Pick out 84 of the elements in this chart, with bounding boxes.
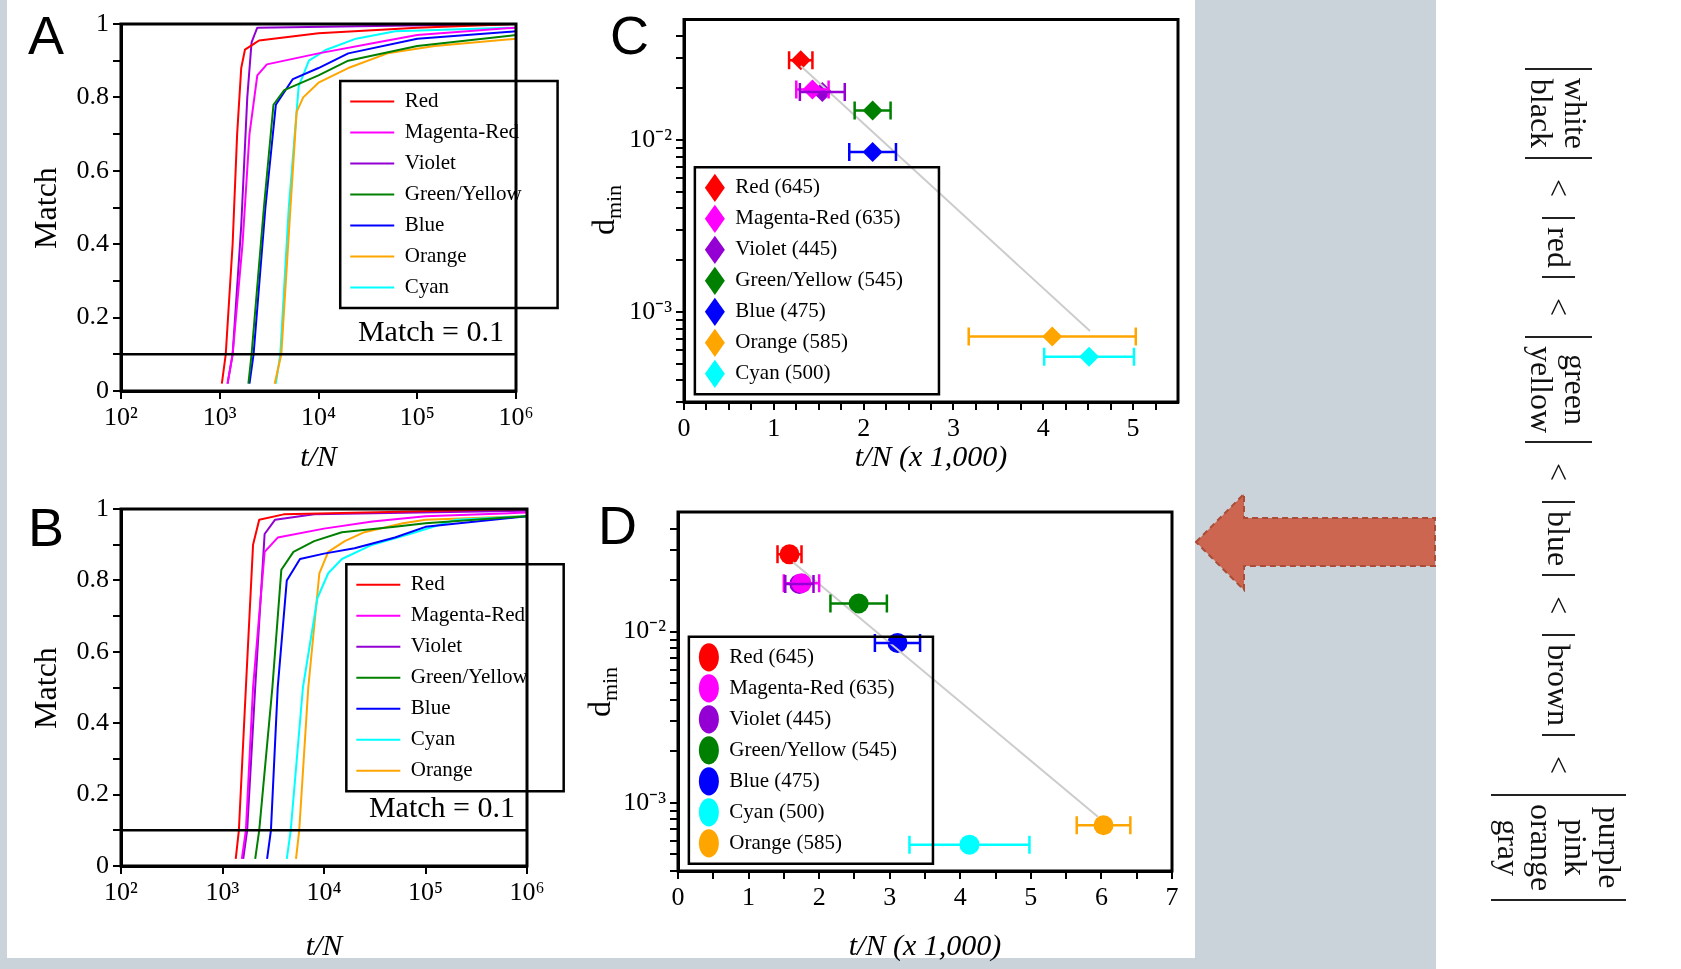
text: white black [1524, 77, 1595, 149]
legend-label: Cyan [404, 273, 450, 298]
y-tick-label: 10⁻³ [623, 786, 667, 816]
text: < [1541, 596, 1578, 615]
text: < [1541, 178, 1578, 198]
legend-label: Red [404, 87, 440, 112]
y-tick-label: 0.6 [76, 154, 109, 184]
x-tick-label: 10⁵ [399, 402, 435, 432]
x-tick-label: 10² [104, 402, 139, 432]
legend-label: Blue (475) [729, 767, 820, 792]
y-tick-label: 0 [96, 374, 109, 404]
x-tick-label: 10⁴ [306, 877, 342, 907]
x-tick-label: 4 [1036, 413, 1050, 443]
x-tick-label: 10² [104, 877, 139, 907]
text: brown [1541, 644, 1578, 726]
x-tick-label: 6 [1094, 882, 1108, 912]
x-tick-label: 2 [812, 882, 826, 912]
x-tick-label: 5 [1024, 882, 1038, 912]
legend-label: Violet (445) [735, 236, 838, 261]
legend-label: Magenta-Red (635) [729, 674, 895, 699]
y-tick-label: 0.2 [76, 301, 109, 331]
x-tick-label: 7 [1165, 882, 1179, 912]
legend-label: Green/Yellow [410, 664, 529, 689]
x-tick-label: 10³ [205, 877, 240, 907]
chart-title: D [598, 495, 637, 555]
legend-label: Orange (585) [735, 329, 848, 354]
x-tick-label: 10⁴ [300, 402, 337, 432]
legend-label: Orange [404, 242, 467, 267]
y-tick-label: 1 [96, 7, 109, 37]
y-tick-label: 10⁻² [629, 123, 673, 153]
y-tick-label: 0 [96, 849, 109, 879]
ref-line-label: Match = 0.1 [368, 790, 515, 824]
legend-label: Violet (445) [729, 705, 832, 730]
y-tick-label: 0.8 [76, 564, 109, 594]
y-axis-title: Match [26, 646, 64, 729]
y-tick-label: 0.8 [76, 81, 109, 111]
x-tick-label: 10⁶ [498, 402, 534, 432]
legend-label: Red (645) [735, 174, 820, 199]
text: < [1541, 463, 1578, 482]
legend-label: Orange (585) [729, 829, 842, 854]
legend-label: Green/Yellow (545) [729, 736, 897, 761]
legend-label: Red (645) [729, 643, 814, 668]
y-tick-label: 10⁻³ [629, 295, 673, 325]
legend-label: Orange [410, 757, 473, 782]
legend-label: Violet [410, 633, 463, 658]
x-axis-title: t/N (x 1,000) [848, 927, 1002, 962]
x-axis-title: t/N [305, 927, 345, 961]
y-tick-label: 1 [96, 492, 109, 522]
legend-label: Red [410, 571, 446, 596]
legend-label: Magenta-Red (635) [735, 205, 901, 230]
text: < [1541, 755, 1578, 775]
legend-label: Cyan [410, 726, 456, 751]
y-axis-title: Match [26, 166, 64, 249]
legend-label: Cyan (500) [729, 798, 825, 823]
y-tick-label: 0.4 [76, 228, 109, 258]
legend-label: Magenta-Red [410, 602, 526, 627]
legend-label: Blue [410, 695, 451, 720]
ref-line-label: Match = 0.1 [357, 314, 504, 348]
y-tick-label: 0.2 [76, 778, 109, 808]
x-axis-title: t/N [300, 438, 339, 472]
x-tick-label: 3 [883, 882, 897, 912]
chart-title: A [28, 5, 65, 65]
x-tick-label: 1 [742, 882, 756, 912]
y-tick-label: 10⁻² [623, 615, 667, 645]
chart-title: C [610, 5, 649, 65]
chart-title: B [28, 497, 65, 557]
y-tick-label: 0.4 [76, 707, 109, 737]
legend-label: Green/Yellow (545) [735, 267, 903, 292]
x-tick-label: 10³ [202, 402, 237, 432]
text: purple pink orange gray [1490, 804, 1628, 892]
x-tick-label: 5 [1126, 413, 1140, 443]
legend-label: Violet [404, 149, 457, 174]
x-tick-label: 1 [767, 413, 781, 443]
text: blue [1541, 511, 1578, 567]
y-tick-label: 0.6 [76, 635, 109, 665]
legend-label: Cyan (500) [735, 360, 831, 385]
x-tick-label: 10⁵ [407, 877, 444, 907]
legend-label: Blue (475) [735, 298, 826, 323]
text: red [1541, 227, 1578, 268]
text: green yellow [1524, 345, 1595, 434]
x-tick-label: 4 [953, 882, 967, 912]
text: < [1541, 297, 1578, 316]
legend-label: Blue [404, 211, 445, 236]
x-tick-label: 10⁶ [509, 877, 545, 907]
